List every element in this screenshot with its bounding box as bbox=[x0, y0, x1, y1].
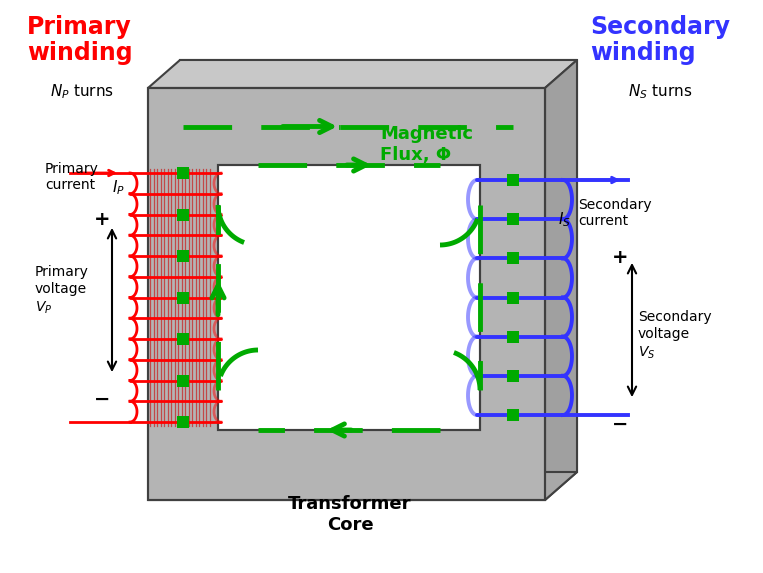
Text: Secondary
current: Secondary current bbox=[578, 198, 652, 228]
Polygon shape bbox=[545, 60, 577, 500]
Text: Primary
current: Primary current bbox=[45, 162, 99, 192]
Text: Magnetic
Flux, Φ: Magnetic Flux, Φ bbox=[380, 125, 473, 164]
Polygon shape bbox=[218, 137, 250, 430]
Polygon shape bbox=[218, 402, 512, 430]
Text: $N_P$ turns: $N_P$ turns bbox=[50, 82, 114, 101]
Text: $N_S$ turns: $N_S$ turns bbox=[628, 82, 692, 101]
Text: −: − bbox=[612, 415, 628, 434]
Text: +: + bbox=[94, 210, 110, 229]
Text: $I_S$: $I_S$ bbox=[558, 210, 571, 229]
Polygon shape bbox=[250, 137, 512, 402]
Text: Transformer
Core: Transformer Core bbox=[288, 495, 412, 534]
Polygon shape bbox=[218, 165, 480, 430]
Polygon shape bbox=[218, 137, 512, 165]
Polygon shape bbox=[148, 88, 545, 500]
Text: Secondary
voltage
$V_S$: Secondary voltage $V_S$ bbox=[638, 310, 712, 362]
Text: $I_P$: $I_P$ bbox=[112, 178, 125, 197]
Text: +: + bbox=[612, 248, 628, 267]
Text: Secondary
winding: Secondary winding bbox=[590, 15, 730, 65]
Polygon shape bbox=[180, 60, 577, 472]
Text: −: − bbox=[94, 390, 110, 409]
Polygon shape bbox=[480, 137, 512, 430]
Polygon shape bbox=[148, 472, 577, 500]
Text: Primary
voltage
$V_P$: Primary voltage $V_P$ bbox=[35, 265, 89, 316]
Polygon shape bbox=[148, 60, 577, 88]
Text: Primary
winding: Primary winding bbox=[27, 15, 133, 65]
